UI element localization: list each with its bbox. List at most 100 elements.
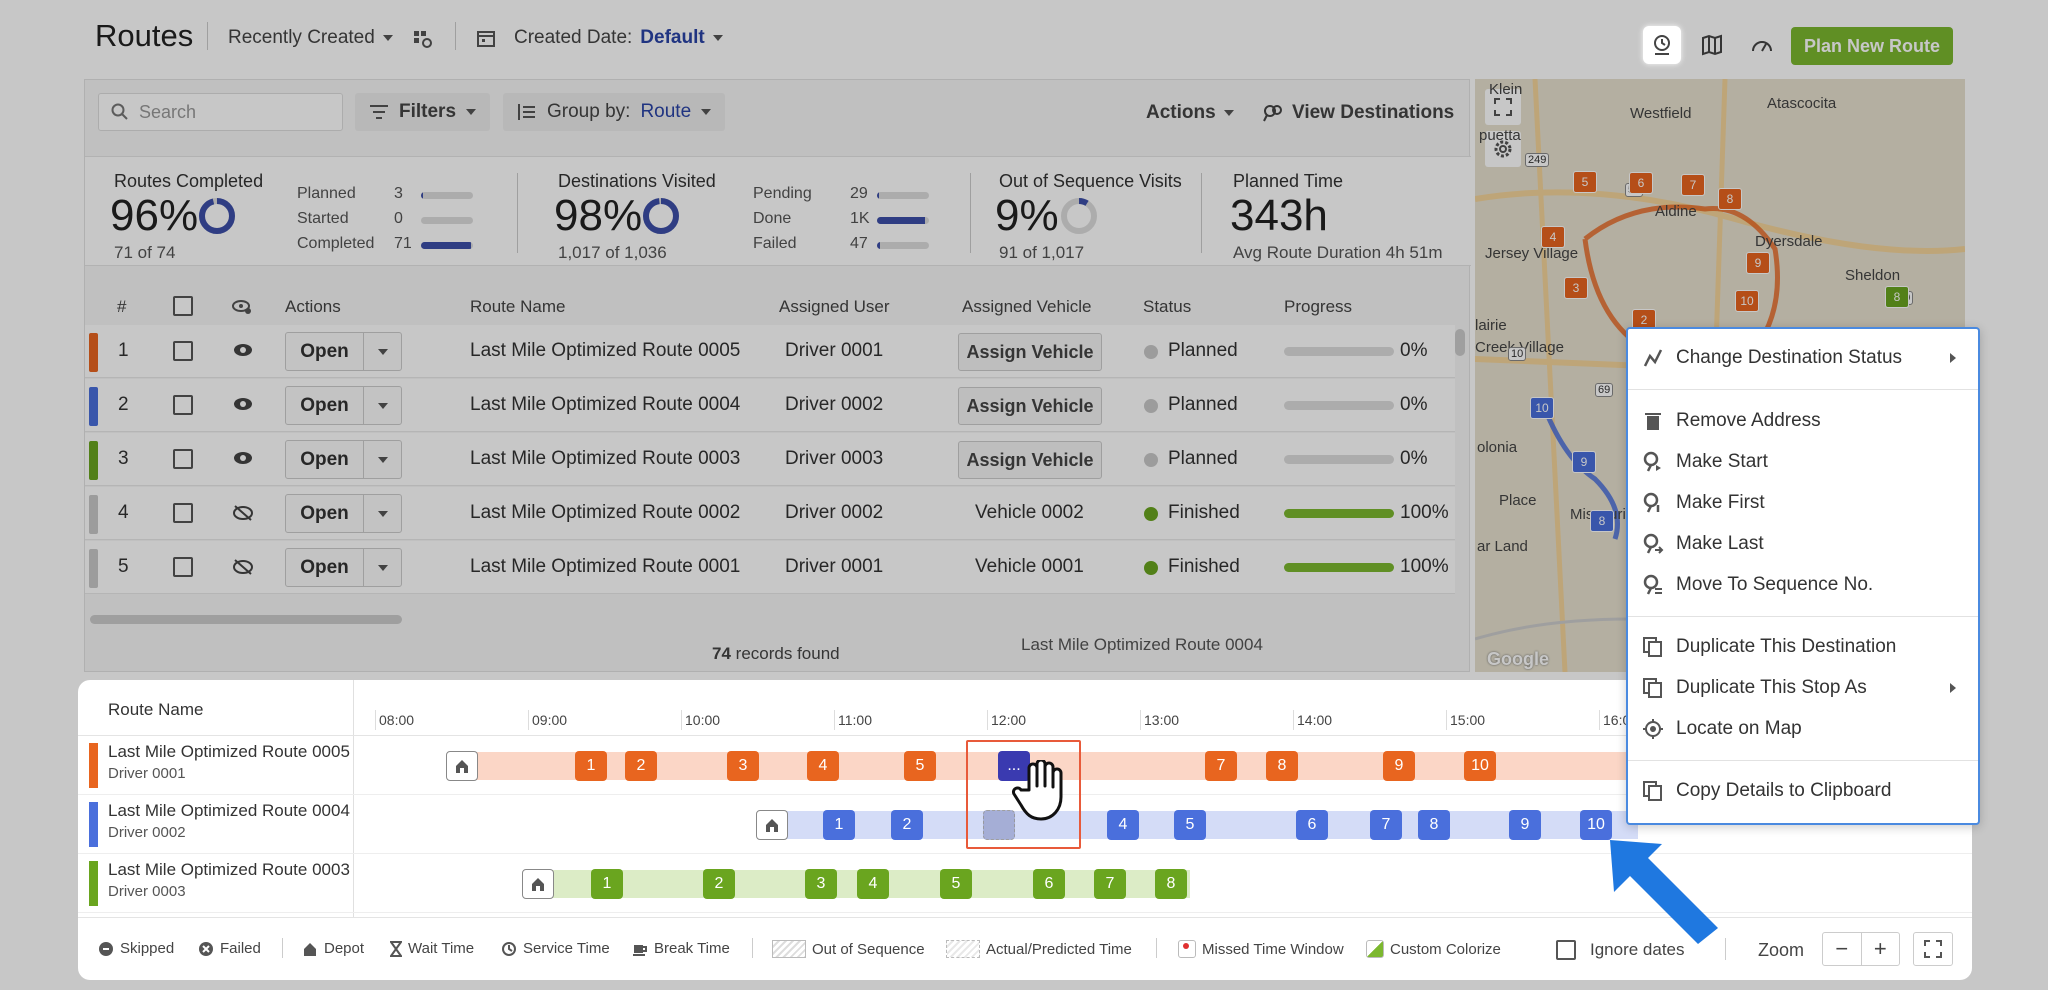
- timeline-stop[interactable]: 1: [575, 751, 607, 781]
- open-dropdown-toggle[interactable]: [363, 333, 401, 370]
- menu-remove-address[interactable]: Remove Address: [1628, 401, 1978, 441]
- table-row[interactable]: 5 Open Last Mile Optimized Route 0001 Drive…: [85, 541, 1455, 594]
- timeline-stop[interactable]: 8: [1266, 751, 1298, 781]
- row-checkbox[interactable]: [173, 503, 193, 523]
- timeline-stop[interactable]: 5: [1174, 810, 1206, 840]
- open-dropdown-toggle[interactable]: [363, 495, 401, 532]
- timeline-route-row[interactable]: Last Mile Optimized Route 0005 Driver 000…: [78, 736, 1972, 795]
- sort-dropdown[interactable]: Recently Created: [228, 27, 393, 49]
- row-checkbox[interactable]: [173, 395, 193, 415]
- map-stop-pin[interactable]: 9: [1572, 451, 1596, 473]
- filters-button[interactable]: Filters: [355, 93, 491, 131]
- depot-marker[interactable]: [446, 751, 478, 781]
- timeline-stop[interactable]: 8: [1155, 869, 1187, 899]
- timeline-toggle-button[interactable]: [1643, 26, 1681, 64]
- table-row[interactable]: 3 Open Last Mile Optimized Route 0003 Drive…: [85, 433, 1455, 486]
- timeline-stop[interactable]: 1: [823, 810, 855, 840]
- eye-off-icon[interactable]: [233, 505, 253, 526]
- fullscreen-map-button[interactable]: [1485, 89, 1521, 125]
- menu-move-to-sequence[interactable]: Move To Sequence No.: [1628, 565, 1978, 605]
- open-route-button[interactable]: Open: [285, 440, 402, 479]
- timeline-stop[interactable]: 10: [1464, 751, 1496, 781]
- open-route-button[interactable]: Open: [285, 386, 402, 425]
- timeline-route-row[interactable]: Last Mile Optimized Route 0003 Driver 000…: [78, 854, 1972, 913]
- timeline-stop[interactable]: 4: [807, 751, 839, 781]
- depot-marker[interactable]: [756, 810, 788, 840]
- timeline-stop[interactable]: 2: [703, 869, 735, 899]
- open-route-button[interactable]: Open: [285, 332, 402, 371]
- depot-marker[interactable]: [522, 869, 554, 899]
- menu-duplicate-destination[interactable]: Duplicate This Destination: [1628, 627, 1978, 667]
- zoom-out-button[interactable]: −: [1835, 936, 1849, 961]
- timeline-stop[interactable]: 6: [1296, 810, 1328, 840]
- ignore-dates-toggle[interactable]: Ignore dates: [1556, 940, 1685, 960]
- menu-duplicate-stop-as[interactable]: Duplicate This Stop As: [1628, 668, 1978, 708]
- map-settings-button[interactable]: [1485, 131, 1521, 167]
- timeline-stop[interactable]: 2: [891, 810, 923, 840]
- open-dropdown-toggle[interactable]: [363, 549, 401, 586]
- timeline-stop[interactable]: 4: [857, 869, 889, 899]
- map-stop-pin[interactable]: 5: [1573, 171, 1597, 193]
- timeline-stop[interactable]: 6: [1033, 869, 1065, 899]
- menu-make-first[interactable]: Make First: [1628, 483, 1978, 523]
- timeline-stop[interactable]: 8: [1418, 810, 1450, 840]
- open-route-button[interactable]: Open: [285, 494, 402, 533]
- timeline-stop[interactable]: 10: [1580, 810, 1612, 840]
- timeline-stop[interactable]: 2: [625, 751, 657, 781]
- timeline-route-row[interactable]: Last Mile Optimized Route 0004 Driver 000…: [78, 795, 1972, 854]
- timeline-stop[interactable]: 4: [1107, 810, 1139, 840]
- timeline-stop[interactable]: 7: [1370, 810, 1402, 840]
- map-stop-pin[interactable]: 6: [1629, 172, 1653, 194]
- eye-icon[interactable]: [233, 343, 253, 362]
- map-stop-pin[interactable]: 3: [1564, 277, 1588, 299]
- visibility-settings-icon[interactable]: [232, 297, 252, 315]
- menu-change-status[interactable]: Change Destination Status: [1628, 338, 1978, 378]
- timeline-stop[interactable]: ...: [998, 751, 1030, 781]
- row-checkbox[interactable]: [173, 449, 193, 469]
- dashboard-view-button[interactable]: [1744, 27, 1780, 63]
- timeline-stop[interactable]: 5: [940, 869, 972, 899]
- plan-new-route-button[interactable]: Plan New Route: [1791, 27, 1953, 65]
- timeline-stop[interactable]: 7: [1094, 869, 1126, 899]
- date-filter-dropdown[interactable]: Created Date: Default: [476, 27, 723, 49]
- map-view-button[interactable]: [1694, 27, 1730, 63]
- timeline-stop[interactable]: 3: [727, 751, 759, 781]
- map-stop-pin[interactable]: 2: [1632, 309, 1656, 331]
- view-destinations-button[interactable]: View Destinations: [1262, 102, 1454, 124]
- open-dropdown-toggle[interactable]: [363, 441, 401, 478]
- open-dropdown-toggle[interactable]: [363, 387, 401, 424]
- table-row[interactable]: 1 Open Last Mile Optimized Route 0005 Drive…: [85, 325, 1455, 378]
- map-stop-pin[interactable]: 8: [1718, 188, 1742, 210]
- eye-off-icon[interactable]: [233, 559, 253, 580]
- map-stop-pin[interactable]: 8: [1885, 286, 1909, 308]
- ignore-dates-checkbox[interactable]: [1556, 940, 1576, 960]
- map-stop-pin[interactable]: 10: [1530, 397, 1554, 419]
- assign-vehicle-button[interactable]: Assign Vehicle: [958, 333, 1102, 371]
- timeline-stop[interactable]: 7: [1205, 751, 1237, 781]
- actions-dropdown[interactable]: Actions: [1146, 102, 1234, 124]
- row-checkbox[interactable]: [173, 557, 193, 577]
- map-stop-pin[interactable]: 7: [1681, 174, 1705, 196]
- map-stop-pin[interactable]: 4: [1541, 226, 1565, 248]
- vertical-scrollbar[interactable]: [1455, 329, 1465, 356]
- assign-vehicle-button[interactable]: Assign Vehicle: [958, 387, 1102, 425]
- menu-make-start[interactable]: Make Start: [1628, 442, 1978, 482]
- timeline-fullscreen-button[interactable]: [1913, 932, 1953, 966]
- map-stop-pin[interactable]: 9: [1746, 252, 1770, 274]
- timeline-stop[interactable]: 1: [591, 869, 623, 899]
- map-stop-pin[interactable]: 8: [1590, 510, 1614, 532]
- menu-copy-details[interactable]: Copy Details to Clipboard: [1628, 771, 1978, 811]
- table-row[interactable]: 4 Open Last Mile Optimized Route 0002 Drive…: [85, 487, 1455, 540]
- horizontal-scrollbar[interactable]: [90, 615, 402, 624]
- column-settings-button[interactable]: [405, 21, 441, 57]
- map-stop-pin[interactable]: 10: [1735, 290, 1759, 312]
- row-checkbox[interactable]: [173, 341, 193, 361]
- select-all-checkbox[interactable]: [173, 296, 193, 316]
- group-by-dropdown[interactable]: Group by: Route: [503, 93, 726, 131]
- timeline-stop[interactable]: 5: [904, 751, 936, 781]
- menu-locate-on-map[interactable]: Locate on Map: [1628, 709, 1978, 749]
- zoom-in-button[interactable]: +: [1860, 933, 1900, 965]
- table-row[interactable]: 2 Open Last Mile Optimized Route 0004 Drive…: [85, 379, 1455, 432]
- eye-icon[interactable]: [233, 397, 253, 416]
- open-route-button[interactable]: Open: [285, 548, 402, 587]
